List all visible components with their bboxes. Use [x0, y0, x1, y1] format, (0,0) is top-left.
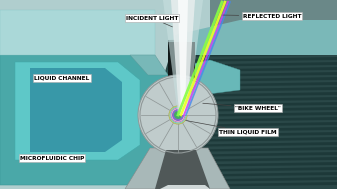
- Polygon shape: [15, 62, 140, 160]
- Polygon shape: [168, 112, 337, 117]
- Polygon shape: [168, 77, 337, 82]
- Text: THIN LIQUID FILM: THIN LIQUID FILM: [186, 121, 277, 135]
- Circle shape: [172, 109, 184, 121]
- Polygon shape: [168, 147, 337, 152]
- Text: LIQUID CHANNEL: LIQUID CHANNEL: [34, 75, 90, 81]
- Circle shape: [174, 111, 182, 119]
- Polygon shape: [168, 42, 337, 47]
- Polygon shape: [0, 10, 155, 55]
- Polygon shape: [168, 122, 337, 127]
- Polygon shape: [168, 132, 337, 137]
- Polygon shape: [168, 92, 337, 97]
- Polygon shape: [168, 60, 240, 95]
- Polygon shape: [168, 117, 337, 122]
- Polygon shape: [168, 102, 337, 107]
- Polygon shape: [160, 185, 210, 189]
- Polygon shape: [175, 20, 337, 55]
- Polygon shape: [210, 0, 337, 55]
- Polygon shape: [168, 37, 337, 42]
- Polygon shape: [168, 142, 337, 147]
- Polygon shape: [163, 0, 203, 115]
- Polygon shape: [30, 68, 122, 152]
- Polygon shape: [168, 87, 337, 92]
- Polygon shape: [0, 55, 168, 185]
- Polygon shape: [155, 150, 210, 189]
- Polygon shape: [168, 177, 337, 182]
- Polygon shape: [0, 10, 155, 30]
- Polygon shape: [168, 72, 337, 77]
- Polygon shape: [168, 182, 337, 187]
- Polygon shape: [168, 107, 337, 112]
- Polygon shape: [168, 42, 195, 80]
- Polygon shape: [168, 67, 337, 72]
- Polygon shape: [168, 62, 337, 67]
- Text: "BIKE WHEEL": "BIKE WHEEL": [203, 103, 281, 111]
- Polygon shape: [168, 57, 337, 62]
- Polygon shape: [168, 82, 337, 87]
- Circle shape: [138, 75, 218, 155]
- Polygon shape: [168, 52, 337, 57]
- Text: REFLECTED LIGHT: REFLECTED LIGHT: [223, 13, 301, 19]
- Polygon shape: [168, 162, 337, 167]
- Polygon shape: [168, 47, 337, 52]
- Text: MICROFLUIDIC CHIP: MICROFLUIDIC CHIP: [20, 156, 84, 160]
- Polygon shape: [130, 35, 337, 189]
- Polygon shape: [168, 172, 337, 177]
- Polygon shape: [168, 167, 337, 172]
- Polygon shape: [168, 157, 337, 162]
- Polygon shape: [178, 0, 188, 115]
- Polygon shape: [130, 55, 168, 75]
- Circle shape: [169, 106, 187, 124]
- Text: INCIDENT LIGHT: INCIDENT LIGHT: [126, 15, 178, 27]
- Polygon shape: [171, 0, 195, 115]
- Polygon shape: [168, 97, 337, 102]
- Polygon shape: [168, 137, 337, 142]
- Polygon shape: [168, 127, 337, 132]
- Polygon shape: [168, 152, 337, 157]
- Polygon shape: [125, 148, 230, 189]
